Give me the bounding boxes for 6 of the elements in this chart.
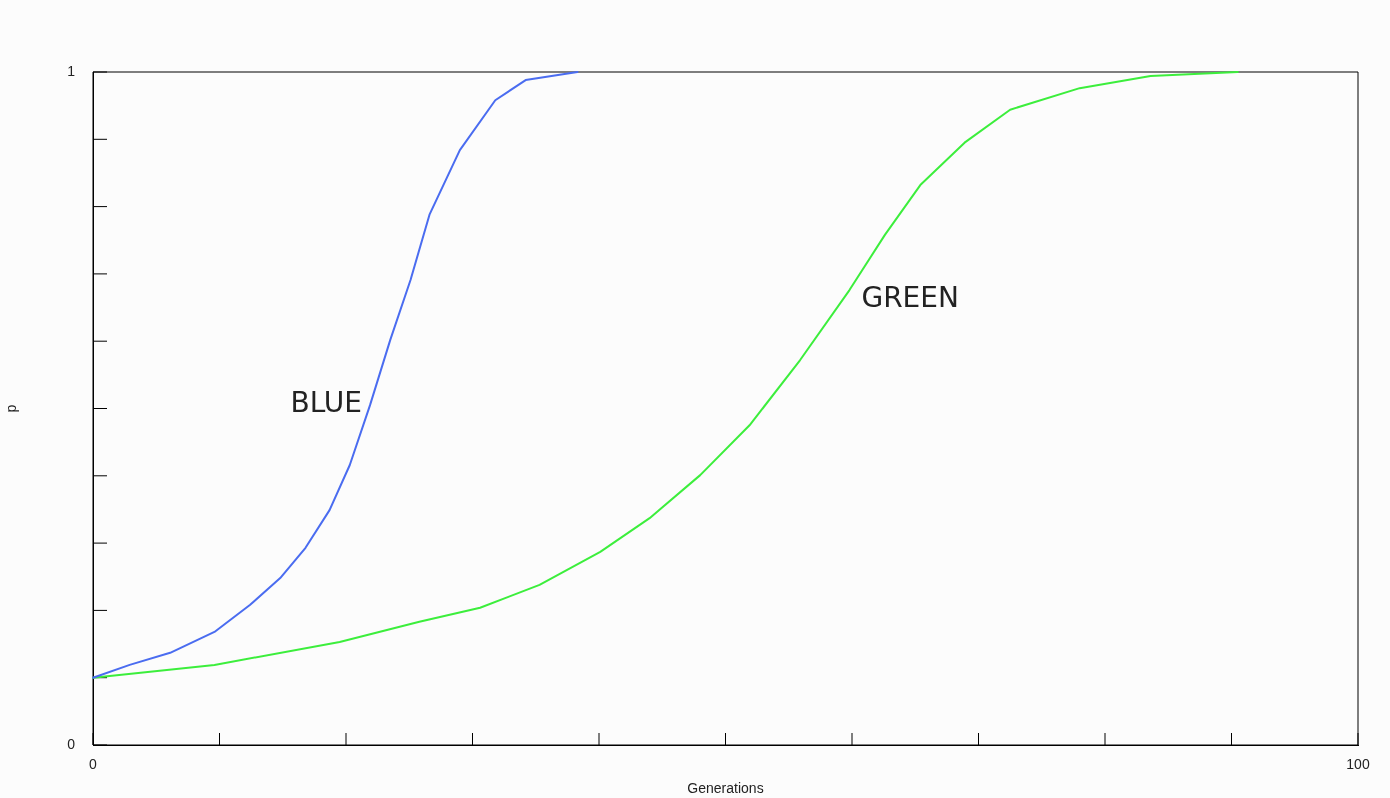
y-tick-label: 1 [67, 62, 76, 79]
y-axis-title: p [3, 404, 20, 413]
series-label: GREEN [861, 281, 959, 315]
x-axis-title: Generations [687, 780, 764, 797]
x-tick-label: 100 [1346, 756, 1370, 773]
series-label: BLUE [290, 386, 363, 420]
